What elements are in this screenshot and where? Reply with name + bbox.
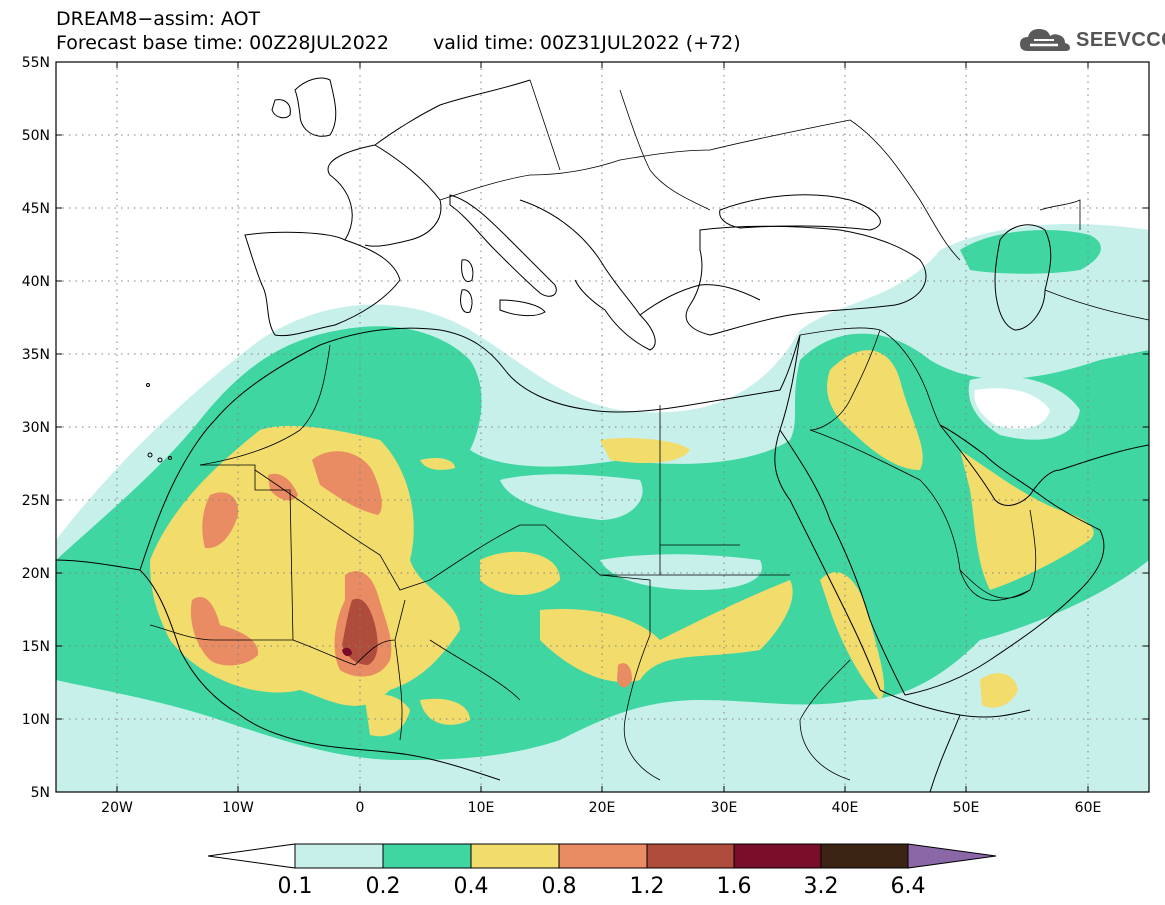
seevccc-logo: SEEVCCC	[1018, 24, 1165, 56]
country-borders	[149, 79, 1149, 781]
lon-label: 60E	[1075, 800, 1102, 816]
lon-label: 10E	[468, 800, 495, 816]
lon-label: 10W	[222, 800, 254, 816]
colorbar-label: 0.2	[366, 874, 401, 899]
lat-label: 40N	[22, 274, 50, 290]
lon-label: 20E	[589, 800, 616, 816]
lat-label: 55N	[22, 55, 50, 71]
aot-clear	[974, 388, 1050, 429]
cloud-logo-icon	[1020, 29, 1070, 51]
colorbar-swatch	[733, 843, 822, 869]
colorbar-label: 0.4	[454, 874, 489, 899]
colorbar-over-arrow	[907, 843, 997, 869]
lat-label: 15N	[22, 639, 50, 655]
axis-ticks	[56, 61, 1149, 793]
lat-label: 45N	[22, 201, 50, 217]
lon-labels: 20W 10W 0 10E 20E 30E 40E 50E 60E	[101, 800, 1101, 816]
colorbar-label: 0.1	[278, 874, 313, 899]
graticule	[56, 62, 1149, 792]
forecast-times: Forecast base time: 00Z28JUL2022 valid ti…	[56, 32, 741, 54]
logo-text: SEEVCCC	[1076, 28, 1165, 51]
lat-label: 35N	[22, 347, 50, 363]
colorbar-label: 6.4	[891, 874, 926, 899]
lat-label: 10N	[22, 712, 50, 728]
colorbar: 0.1 0.2 0.4 0.8 1.2 1.6 3.2 6.4	[207, 843, 997, 899]
aot-level-1.2	[342, 598, 378, 665]
map-title: DREAM8−assim: AOT	[56, 8, 261, 30]
base-time: Forecast base time: 00Z28JUL2022	[56, 32, 389, 54]
coastlines	[56, 77, 1149, 792]
lon-label: 30E	[711, 800, 738, 816]
valid-time: valid time: 00Z31JUL2022 (+72)	[432, 32, 741, 54]
aot-field	[56, 62, 1149, 792]
lon-label: 20W	[101, 800, 133, 816]
lat-labels: 55N 50N 45N 40N 35N 30N 25N 20N 15N 10N …	[22, 55, 50, 801]
lat-label: 20N	[22, 566, 50, 582]
lon-label: 0	[356, 800, 365, 816]
lon-label: 50E	[953, 800, 980, 816]
lat-label: 25N	[22, 493, 50, 509]
colorbar-swatch	[294, 843, 384, 869]
colorbar-swatch	[646, 843, 735, 869]
colorbar-swatch	[382, 843, 472, 869]
colorbar-swatch	[820, 843, 909, 869]
colorbar-swatch	[470, 843, 560, 869]
lat-label: 50N	[22, 128, 50, 144]
lat-label: 30N	[22, 420, 50, 436]
colorbar-under-arrow	[207, 843, 296, 869]
aot-level-1.6	[342, 647, 352, 657]
colorbar-label: 3.2	[804, 874, 839, 899]
lon-label: 40E	[832, 800, 859, 816]
colorbar-label: 1.2	[630, 874, 665, 899]
colorbar-swatch	[558, 843, 648, 869]
lat-label: 5N	[31, 785, 50, 801]
colorbar-label: 0.8	[542, 874, 577, 899]
colorbar-label: 1.6	[717, 874, 752, 899]
